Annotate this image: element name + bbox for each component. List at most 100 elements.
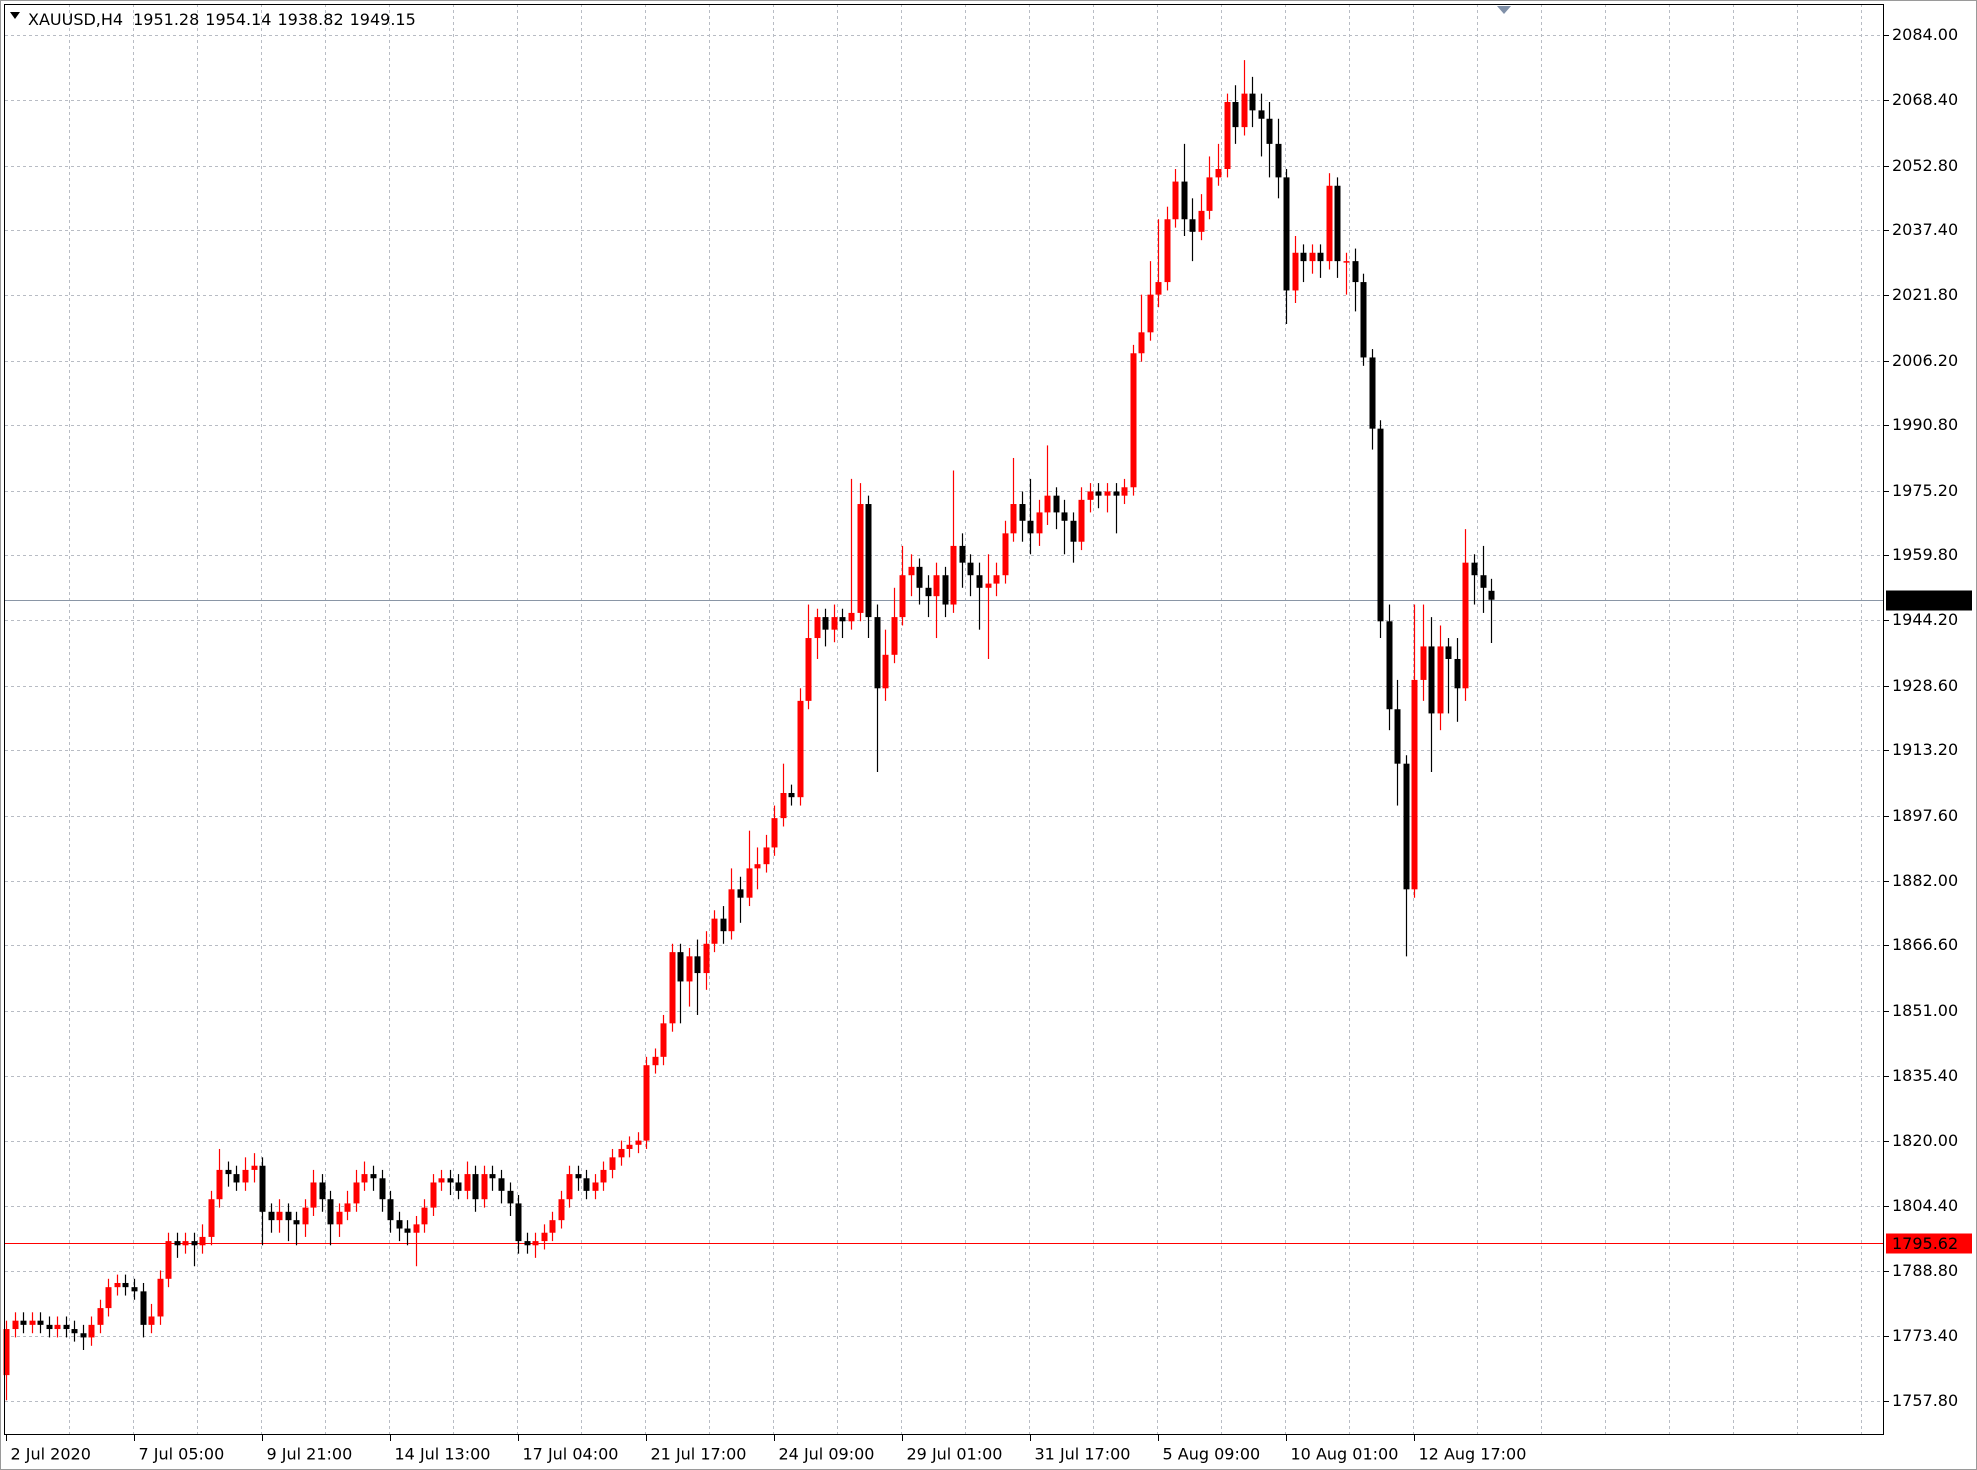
candle-body: [1061, 512, 1068, 521]
candle-body: [182, 1241, 189, 1246]
candle-body: [1232, 101, 1239, 128]
candle-body: [618, 1148, 625, 1158]
candle-body: [1164, 219, 1171, 283]
candle-body: [720, 918, 727, 932]
candle-body: [157, 1278, 164, 1317]
candle-body: [1002, 533, 1009, 576]
y-tick-label: 1990.80: [1892, 415, 1958, 434]
candle-body: [1249, 93, 1256, 111]
level-label: 1795.62: [1892, 1234, 1958, 1253]
candle-body: [404, 1228, 411, 1233]
candle-body: [481, 1174, 488, 1200]
y-tick-label: 1788.80: [1892, 1261, 1958, 1280]
x-tick-label: 31 Jul 17:00: [1035, 1445, 1131, 1464]
candle-body: [80, 1333, 87, 1338]
candle-body: [430, 1182, 437, 1208]
x-tick-label: 14 Jul 13:00: [395, 1445, 491, 1464]
candle-body: [1369, 357, 1376, 429]
candle-body: [1428, 646, 1435, 714]
candle-body: [216, 1169, 223, 1200]
candle-body: [583, 1178, 590, 1191]
candle-body: [754, 864, 761, 869]
last-open: 1951.28: [133, 10, 199, 29]
candle-body: [1309, 252, 1316, 262]
candle-body: [1471, 562, 1478, 576]
axis-layer: 2084.00 2068.40 2052.80 2037.40 2021.80 2006.…: [6, 25, 1972, 1464]
candle-body: [1266, 118, 1273, 144]
candle-body: [122, 1282, 129, 1288]
candle-body: [746, 868, 753, 898]
candle-body: [532, 1241, 539, 1246]
candle-body: [233, 1174, 240, 1183]
candle-body: [1462, 562, 1469, 689]
candle-body: [489, 1174, 496, 1179]
candle-body: [1360, 282, 1367, 358]
candle-body: [669, 952, 676, 1024]
x-tick-label: 5 Aug 09:00: [1163, 1445, 1261, 1464]
candle-body: [1215, 169, 1222, 178]
candle-body: [788, 792, 795, 798]
candle-body: [1352, 261, 1359, 283]
candle-body: [361, 1174, 368, 1183]
candle-body: [916, 566, 923, 588]
y-tick-label: 1882.00: [1892, 871, 1958, 890]
candle-body: [1155, 282, 1162, 295]
candle-body: [319, 1182, 326, 1200]
symbol-menu-arrow[interactable]: [10, 12, 20, 19]
grid-layer: [5, 4, 1884, 1435]
candle-body: [780, 792, 787, 819]
candle-body: [1224, 101, 1231, 170]
x-tick-label: 12 Aug 17:00: [1419, 1445, 1527, 1464]
candle-body: [1010, 504, 1017, 534]
y-tick-label: 1851.00: [1892, 1001, 1958, 1020]
candle-body: [728, 889, 735, 932]
candle-body: [29, 1320, 36, 1325]
candle-body: [1292, 252, 1299, 291]
candle-body: [1036, 512, 1043, 534]
candle-body: [711, 918, 718, 944]
candle-body: [396, 1220, 403, 1229]
candle-body: [1113, 491, 1120, 496]
y-tick-label: 1975.20: [1892, 481, 1958, 500]
last-low: 1938.82: [277, 10, 343, 29]
candle-body: [609, 1157, 616, 1170]
candle-body: [515, 1203, 522, 1242]
candle-body: [985, 583, 992, 588]
candle-body: [822, 617, 829, 630]
candle-body: [950, 545, 957, 605]
candle-body: [1189, 219, 1196, 232]
candle-body: [1147, 294, 1154, 333]
candle-body: [1070, 520, 1077, 542]
y-tick-label: 1757.80: [1892, 1391, 1958, 1410]
candle-body: [677, 952, 684, 982]
candle-body: [763, 847, 770, 865]
y-tick-label: 1959.80: [1892, 545, 1958, 564]
symbol: XAUUSD,H4: [28, 10, 123, 29]
candle-body: [908, 566, 915, 576]
candle-body: [1420, 646, 1427, 680]
candle-body: [541, 1232, 548, 1242]
candle-body: [208, 1199, 215, 1237]
candle-body: [891, 617, 898, 655]
candle-body: [797, 700, 804, 798]
candle-body: [566, 1174, 573, 1200]
candle-body: [268, 1211, 275, 1221]
y-tick-label: 1897.60: [1892, 806, 1958, 825]
candle-body: [242, 1169, 249, 1183]
candle-body: [652, 1056, 659, 1066]
candle-body: [387, 1199, 394, 1221]
candle-body: [635, 1140, 642, 1145]
candle-body: [1121, 487, 1128, 496]
candle-body: [455, 1182, 462, 1191]
y-tick-label: 2006.20: [1892, 351, 1958, 370]
candle-body: [967, 562, 974, 576]
candle-body: [1172, 181, 1179, 220]
candle-body: [771, 818, 778, 848]
candle-body: [71, 1329, 78, 1334]
candle-body: [805, 638, 812, 701]
candle-body: [370, 1174, 377, 1179]
y-tick-label: 2037.40: [1892, 220, 1958, 239]
y-tick-label: 2052.80: [1892, 156, 1958, 175]
